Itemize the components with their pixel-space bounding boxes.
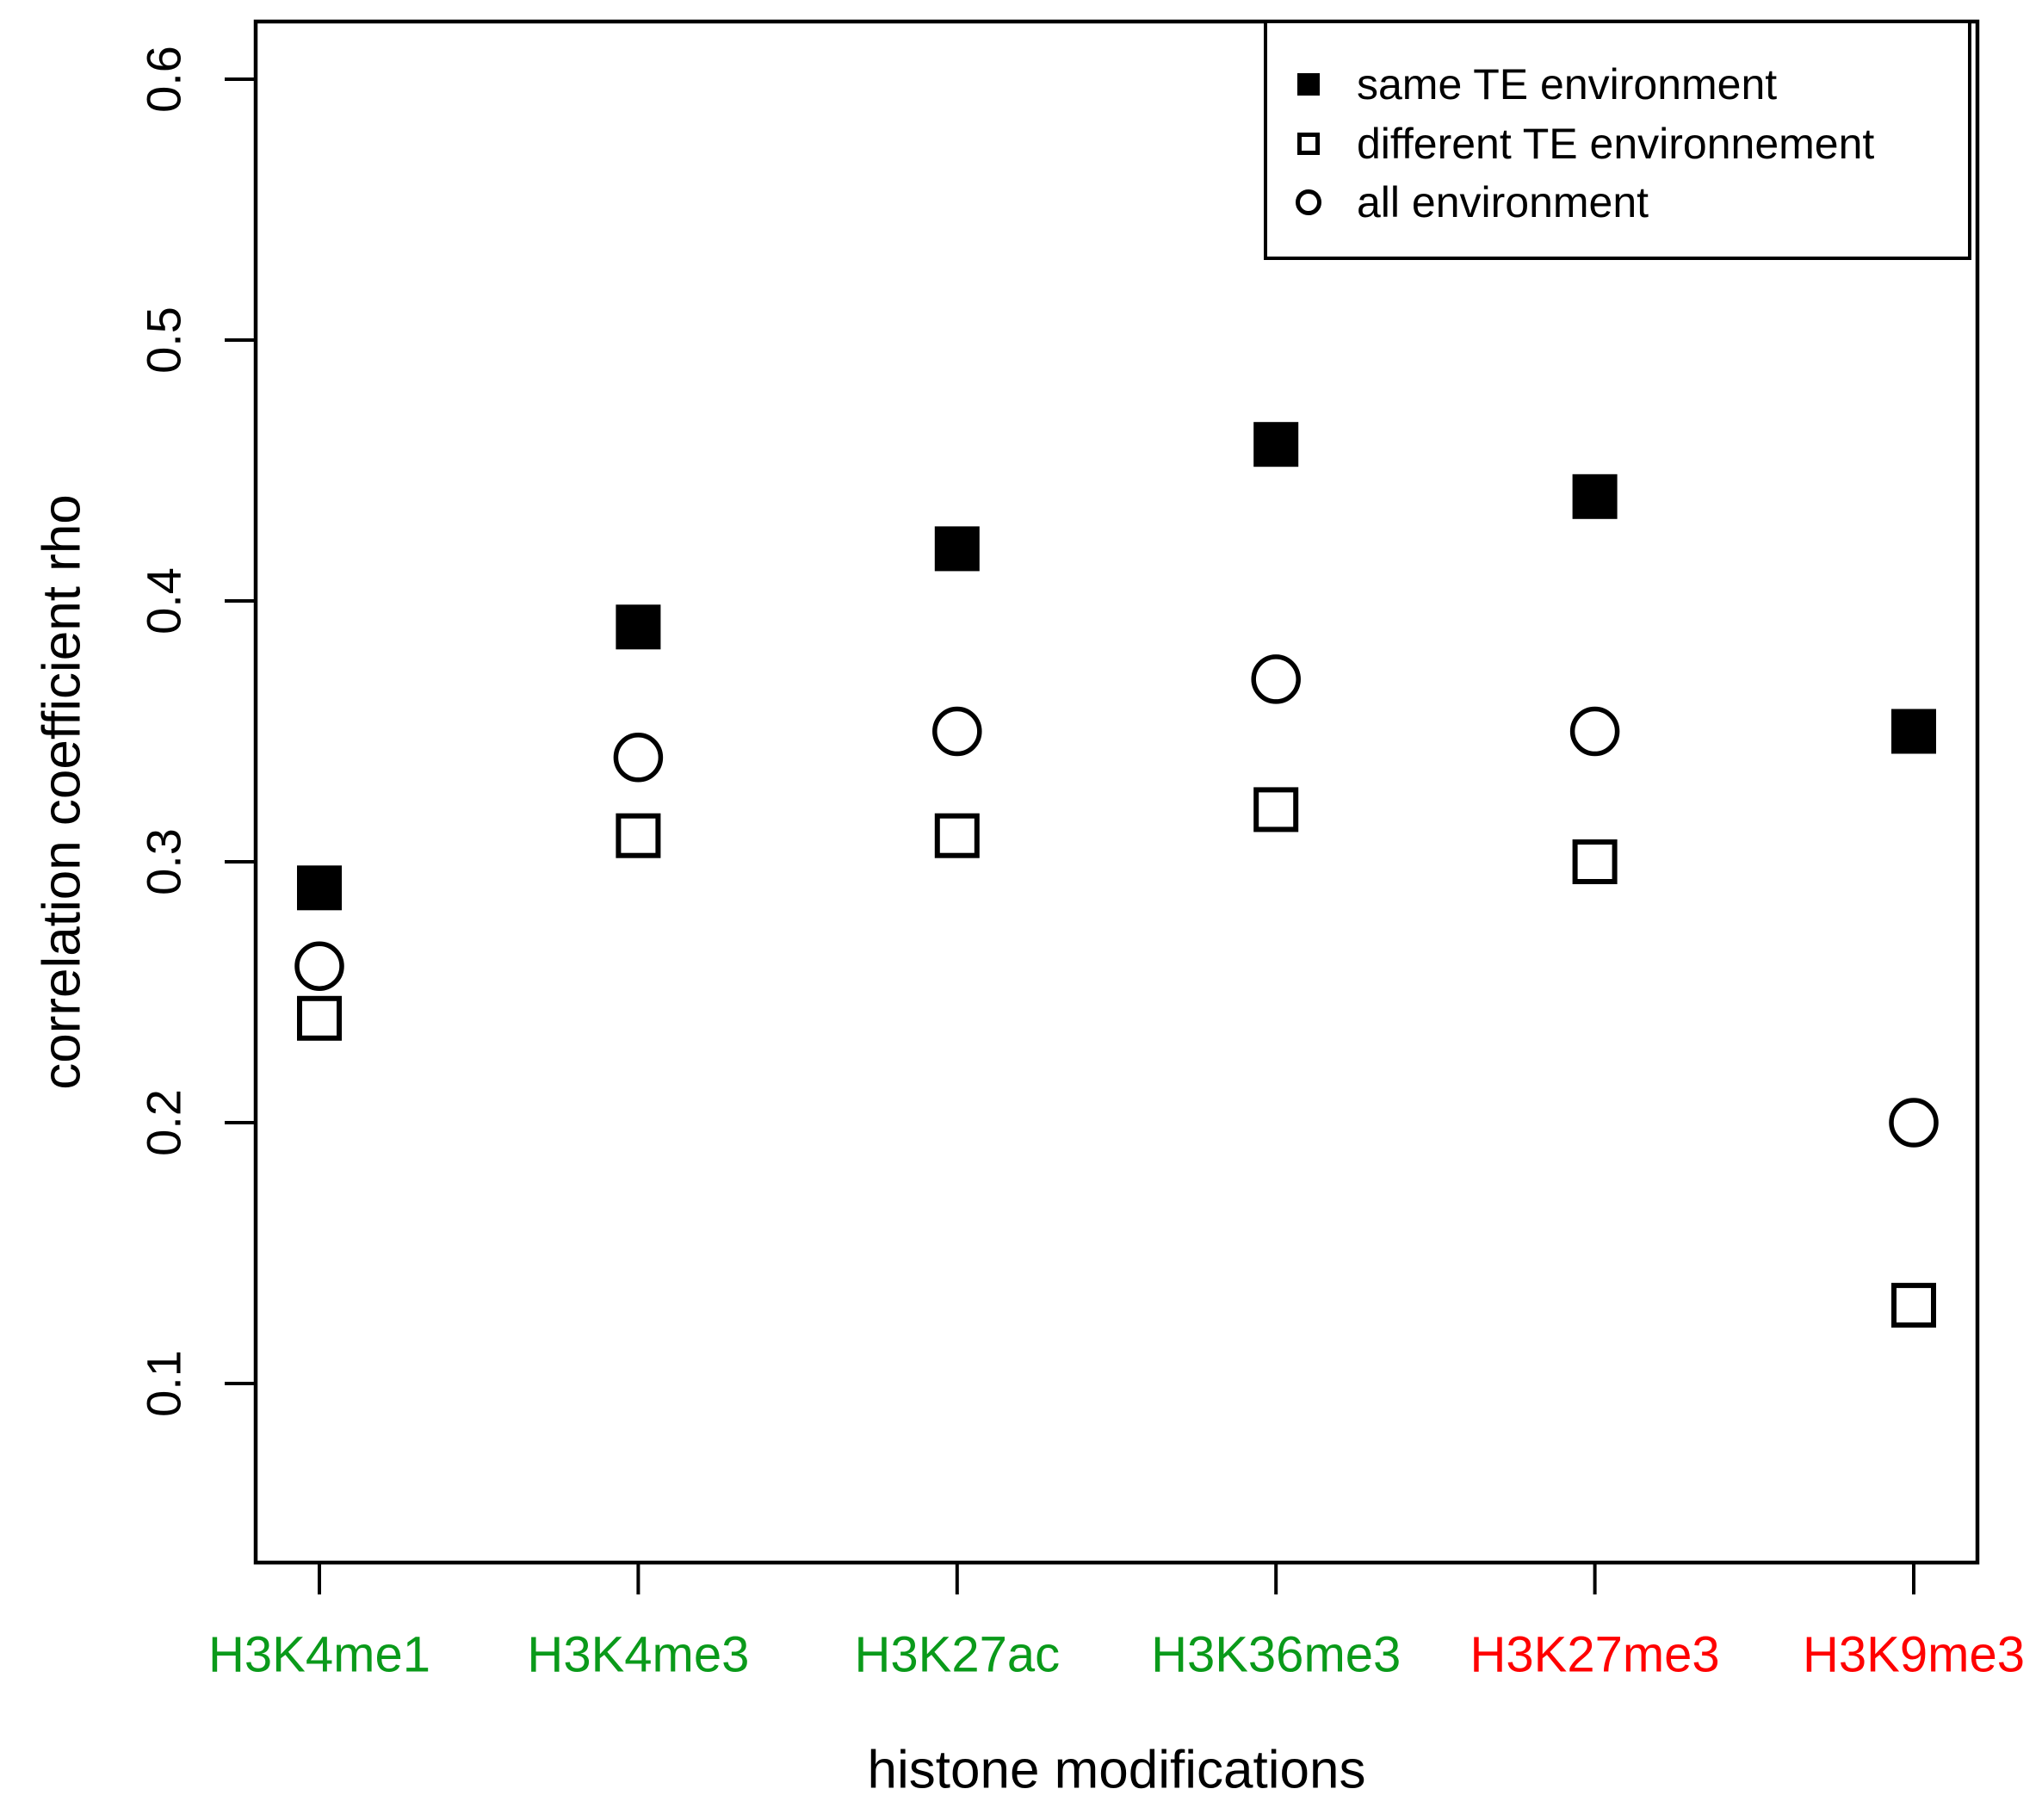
open-square-data-point [1891, 1283, 1936, 1328]
open-square-data-point [1572, 839, 1618, 884]
open-square-data-point [1253, 787, 1299, 833]
filled-square-data-point [616, 604, 661, 650]
open-circle-data-point [932, 706, 982, 757]
y-tick-label: 0.3 [136, 828, 191, 895]
open-circle-data-point [1251, 654, 1301, 704]
legend-item-different-te-environnement: different TE environnement [1290, 118, 1874, 170]
x-tick-label-h3k27ac: H3K27ac [854, 1626, 1061, 1683]
filled-square-data-point [297, 865, 342, 911]
filled-square-data-point [1253, 422, 1299, 467]
open-square-data-point [616, 813, 661, 858]
open-square-data-point [297, 995, 342, 1041]
y-tick-label: 0.5 [136, 306, 191, 374]
open-circle-data-point [613, 733, 664, 783]
open-circle-data-point [1889, 1098, 1939, 1148]
legend-label: different TE environnement [1357, 120, 1875, 168]
open-square-data-point [934, 813, 980, 858]
filled-square-data-point [934, 526, 980, 572]
plot-box [253, 19, 1980, 1565]
y-axis-title: correlation coefficient rho [32, 494, 92, 1090]
legend-label: all environment [1357, 178, 1649, 226]
y-tick-label: 0.1 [136, 1350, 191, 1417]
legend-marker [1290, 133, 1327, 155]
open-circle-data-point [294, 941, 344, 991]
filled-square-data-point [1891, 709, 1936, 754]
y-tick-label: 0.4 [136, 567, 191, 635]
open-circle-data-point [1569, 706, 1620, 757]
filled-square-icon [1297, 73, 1320, 96]
legend-item-all-environment: all environment [1290, 176, 1649, 228]
legend-label: same TE environment [1357, 60, 1778, 108]
x-tick-label-h3k4me1: H3K4me1 [208, 1626, 430, 1683]
legend-item-same-te-environment: same TE environment [1290, 59, 1777, 110]
x-tick-label-h3k36me3: H3K36me3 [1151, 1626, 1402, 1683]
open-square-icon [1297, 133, 1320, 155]
x-tick-label-h3k9me3: H3K9me3 [1803, 1626, 2025, 1683]
legend-marker [1290, 73, 1327, 96]
y-tick-label: 0.2 [136, 1089, 191, 1156]
x-tick-label-h3k27me3: H3K27me3 [1470, 1626, 1720, 1683]
x-tick-label-h3k4me3: H3K4me3 [527, 1626, 750, 1683]
filled-square-data-point [1572, 474, 1618, 519]
open-circle-icon [1296, 189, 1321, 215]
legend: same TE environment different TE environ… [1264, 20, 1971, 260]
x-axis-title: histone modifications [867, 1740, 1366, 1800]
y-tick-label: 0.6 [136, 46, 191, 113]
legend-marker [1290, 189, 1327, 215]
